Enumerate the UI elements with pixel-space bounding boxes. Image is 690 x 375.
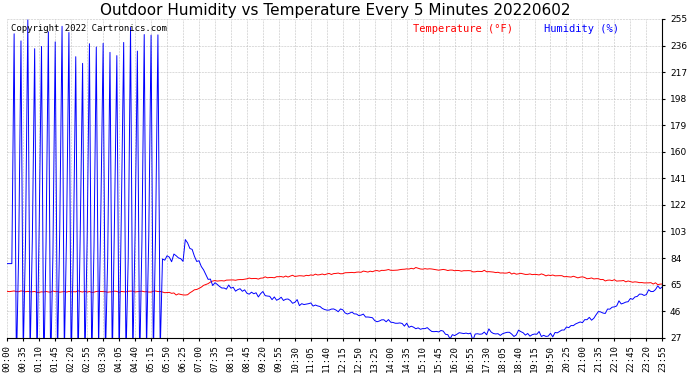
Text: Copyright 2022 Cartronics.com: Copyright 2022 Cartronics.com [10,24,166,33]
Text: Temperature (°F): Temperature (°F) [413,24,513,34]
Text: Humidity (%): Humidity (%) [544,24,620,34]
Title: Outdoor Humidity vs Temperature Every 5 Minutes 20220602: Outdoor Humidity vs Temperature Every 5 … [99,3,570,18]
